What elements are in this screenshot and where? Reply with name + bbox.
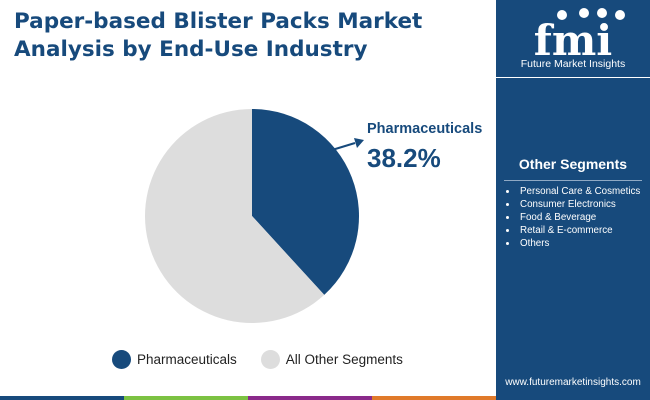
callout-label: Pharmaceuticals [367,121,483,137]
list-item: Personal Care & Cosmetics [518,185,640,198]
pie-slice-all-other-segments [145,109,325,324]
legend-item-pharmaceuticals: Pharmaceuticals [112,349,237,369]
legend-label-pharmaceuticals: Pharmaceuticals [137,351,237,367]
pie-slices [145,109,359,324]
footer-color-bar [0,396,496,400]
pie-slice-pharmaceuticals [252,109,359,295]
other-segments-title: Other Segments [518,156,628,172]
legend-label-other-segments: All Other Segments [285,351,403,367]
list-item: Others [518,237,640,250]
other-segments-list: Personal Care & Cosmetics Consumer Elect… [504,185,640,250]
fmi-logo-icon: fmi [534,8,625,58]
callout-arrow-head [354,138,364,148]
footer-bar-segment [124,396,248,400]
legend-item-other-segments: All Other Segments [260,349,403,369]
logo-text: fmi [534,16,612,58]
footer-bar-segment [0,396,124,400]
brand-logo: fmi Future Market Insights [496,0,650,78]
logo-subtitle: Future Market Insights [520,58,626,70]
chart-legend: Pharmaceuticals All Other Segments [112,348,427,370]
footer-bar-segment [372,396,496,400]
list-item: Consumer Electronics [518,198,640,211]
legend-swatch-pharmaceuticals [112,349,131,369]
list-item: Retail & E-commerce [518,224,640,237]
list-item: Food & Beverage [518,211,640,224]
callout-value: 38.2% [367,143,441,173]
website-url: www.futuremarketinsights.com [505,377,641,388]
pie-chart [145,109,364,324]
page-title: Paper-based Blister Packs Market Analysi… [14,9,423,62]
legend-swatch-other-segments [260,349,280,369]
sidebar: fmi Future Market Insights Other Segment… [496,0,650,400]
callout-arrow [331,138,364,151]
callout-arrow-line [331,142,356,151]
divider [504,180,642,181]
footer-bar-segment [248,396,372,400]
